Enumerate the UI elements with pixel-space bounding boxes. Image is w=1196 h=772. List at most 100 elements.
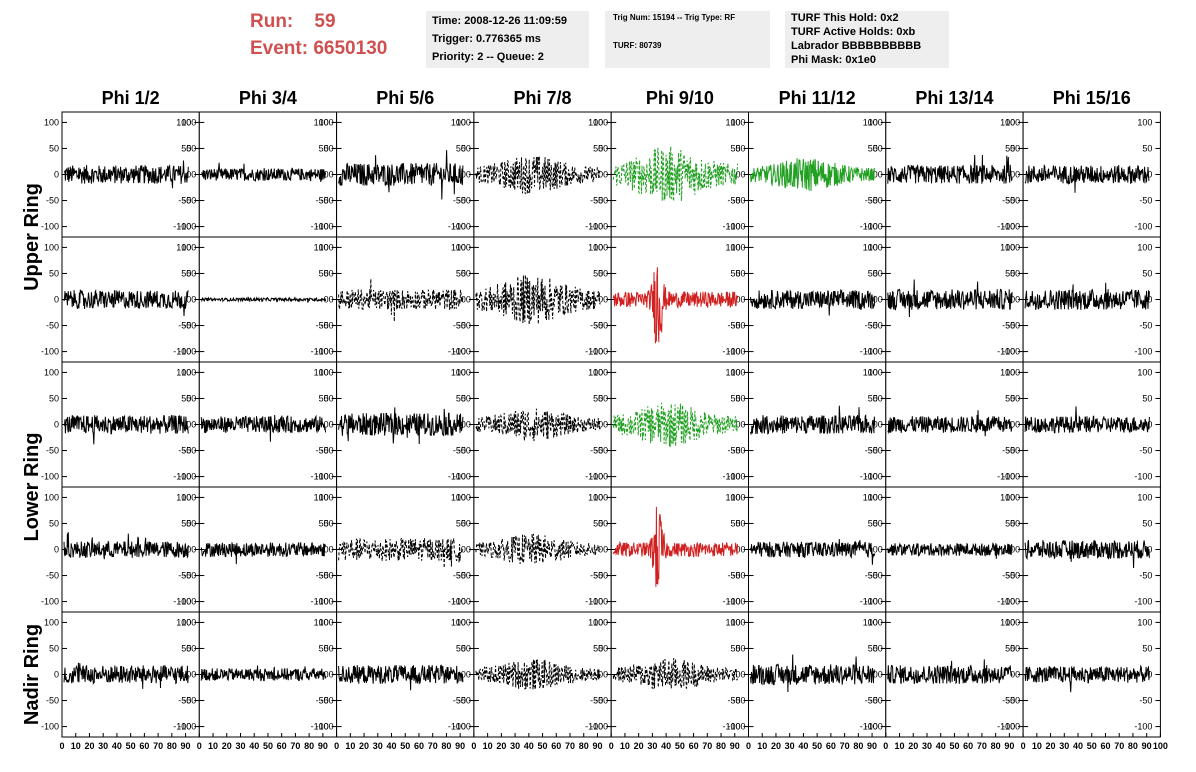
x-tick-label: 60	[689, 741, 699, 751]
y-tick-label: 50	[324, 143, 334, 153]
y-tick-label: 100	[451, 242, 466, 252]
y-tick-label: 100	[863, 492, 878, 502]
y-tick-label: 50	[598, 393, 608, 403]
x-tick-label: 90	[318, 741, 328, 751]
y-tick-label: 0	[461, 170, 466, 180]
waveform-trace	[338, 664, 464, 691]
y-tick-label: -50	[865, 196, 878, 206]
y-tick-label: 50	[868, 393, 878, 403]
y-tick-label: -50	[178, 321, 191, 331]
y-tick-label: -100	[590, 347, 608, 357]
y-tick-label: 50	[1142, 518, 1152, 528]
y-tick-label: 50	[186, 518, 196, 528]
waveform-trace	[612, 267, 738, 344]
y-tick-label: -50	[1007, 571, 1020, 581]
x-tick-label: 0	[334, 741, 339, 751]
y-tick-label: -100	[173, 222, 191, 232]
y-tick-label: 0	[740, 545, 745, 555]
y-tick-label: -100	[453, 472, 471, 482]
y-tick-label: 50	[1142, 268, 1152, 278]
labrador-text: Labrador BBBBBBBBBB	[791, 40, 922, 52]
y-tick-label: -100	[316, 347, 334, 357]
y-tick-label: 100	[456, 117, 471, 127]
x-tick-label: 30	[647, 741, 657, 751]
column-header: Phi 11/12	[779, 88, 856, 108]
y-tick-label: 100	[1137, 492, 1152, 502]
x-tick-label: 30	[235, 741, 245, 751]
x-tick-label: 90	[1004, 741, 1014, 751]
y-tick-label: 0	[598, 170, 603, 180]
y-tick-label: -50	[178, 571, 191, 581]
y-tick-label: -100	[173, 597, 191, 607]
y-tick-label: 0	[735, 545, 740, 555]
y-tick-label: 100	[863, 117, 878, 127]
y-tick-label: -100	[590, 722, 608, 732]
waveform-trace	[750, 654, 876, 693]
x-tick-label: 60	[963, 741, 973, 751]
y-tick-label: 50	[49, 393, 59, 403]
y-tick-label: -100	[865, 347, 883, 357]
y-tick-label: 50	[730, 643, 740, 653]
waveform-trace	[1024, 664, 1150, 693]
x-tick-label: 70	[840, 741, 850, 751]
panel-frame	[610, 236, 750, 363]
y-tick-label: -100	[997, 722, 1015, 732]
y-tick-label: -100	[860, 222, 878, 232]
y-tick-label: -100	[1002, 597, 1020, 607]
y-tick-label: 100	[314, 242, 329, 252]
y-tick-label: -50	[1002, 321, 1015, 331]
y-tick-label: 50	[873, 393, 883, 403]
y-tick-label: 100	[863, 617, 878, 627]
x-tick-label: 60	[277, 741, 287, 751]
y-tick-label: 50	[186, 268, 196, 278]
y-tick-label: 50	[49, 643, 59, 653]
waveform-trace	[1024, 406, 1150, 434]
y-tick-label: 100	[1137, 242, 1152, 252]
y-tick-label: -50	[595, 446, 608, 456]
y-tick-label: 0	[186, 545, 191, 555]
trigger-text: Trigger: 0.776365 ms	[432, 33, 541, 45]
y-tick-label: 100	[730, 242, 745, 252]
y-tick-label: -50	[870, 696, 883, 706]
y-tick-label: 100	[1005, 492, 1020, 502]
x-tick-label: 40	[249, 741, 259, 751]
y-tick-label: 50	[730, 518, 740, 528]
y-tick-label: -50	[183, 446, 196, 456]
y-tick-label: -50	[732, 196, 745, 206]
y-tick-label: 50	[598, 268, 608, 278]
y-tick-label: 100	[730, 117, 745, 127]
x-tick-label: 90	[455, 741, 465, 751]
y-tick-label: 0	[324, 170, 329, 180]
y-tick-label: 50	[1005, 268, 1015, 278]
waveform-trace	[887, 659, 1013, 685]
y-tick-label: -100	[722, 472, 740, 482]
y-tick-label: -100	[590, 472, 608, 482]
y-tick-label: 100	[725, 367, 740, 377]
x-tick-label: 60	[139, 741, 149, 751]
x-tick-label: 80	[991, 741, 1001, 751]
y-tick-label: -100	[585, 597, 603, 607]
y-tick-label: 100	[314, 617, 329, 627]
y-tick-label: -100	[1134, 347, 1152, 357]
x-tick-label: 30	[510, 741, 520, 751]
y-tick-label: 0	[461, 295, 466, 305]
y-tick-label: 50	[186, 393, 196, 403]
column-header: Phi 1/2	[102, 88, 160, 108]
y-tick-label: 100	[44, 117, 59, 127]
waveform-trace	[612, 146, 738, 202]
y-tick-label: 100	[176, 242, 191, 252]
y-tick-label: 0	[740, 420, 745, 430]
y-tick-label: -50	[590, 196, 603, 206]
x-tick-label: 90	[1142, 741, 1152, 751]
waveform-trace	[63, 288, 189, 317]
y-tick-label: -100	[1002, 222, 1020, 232]
ring-label: Lower Ring	[21, 433, 43, 542]
y-tick-label: -50	[870, 196, 883, 206]
y-tick-label: -50	[1007, 196, 1020, 206]
y-tick-label: 100	[456, 617, 471, 627]
y-tick-label: -100	[453, 597, 471, 607]
y-tick-label: -100	[727, 722, 745, 732]
y-tick-label: -100	[727, 472, 745, 482]
y-tick-label: 0	[603, 295, 608, 305]
y-tick-label: 50	[873, 518, 883, 528]
